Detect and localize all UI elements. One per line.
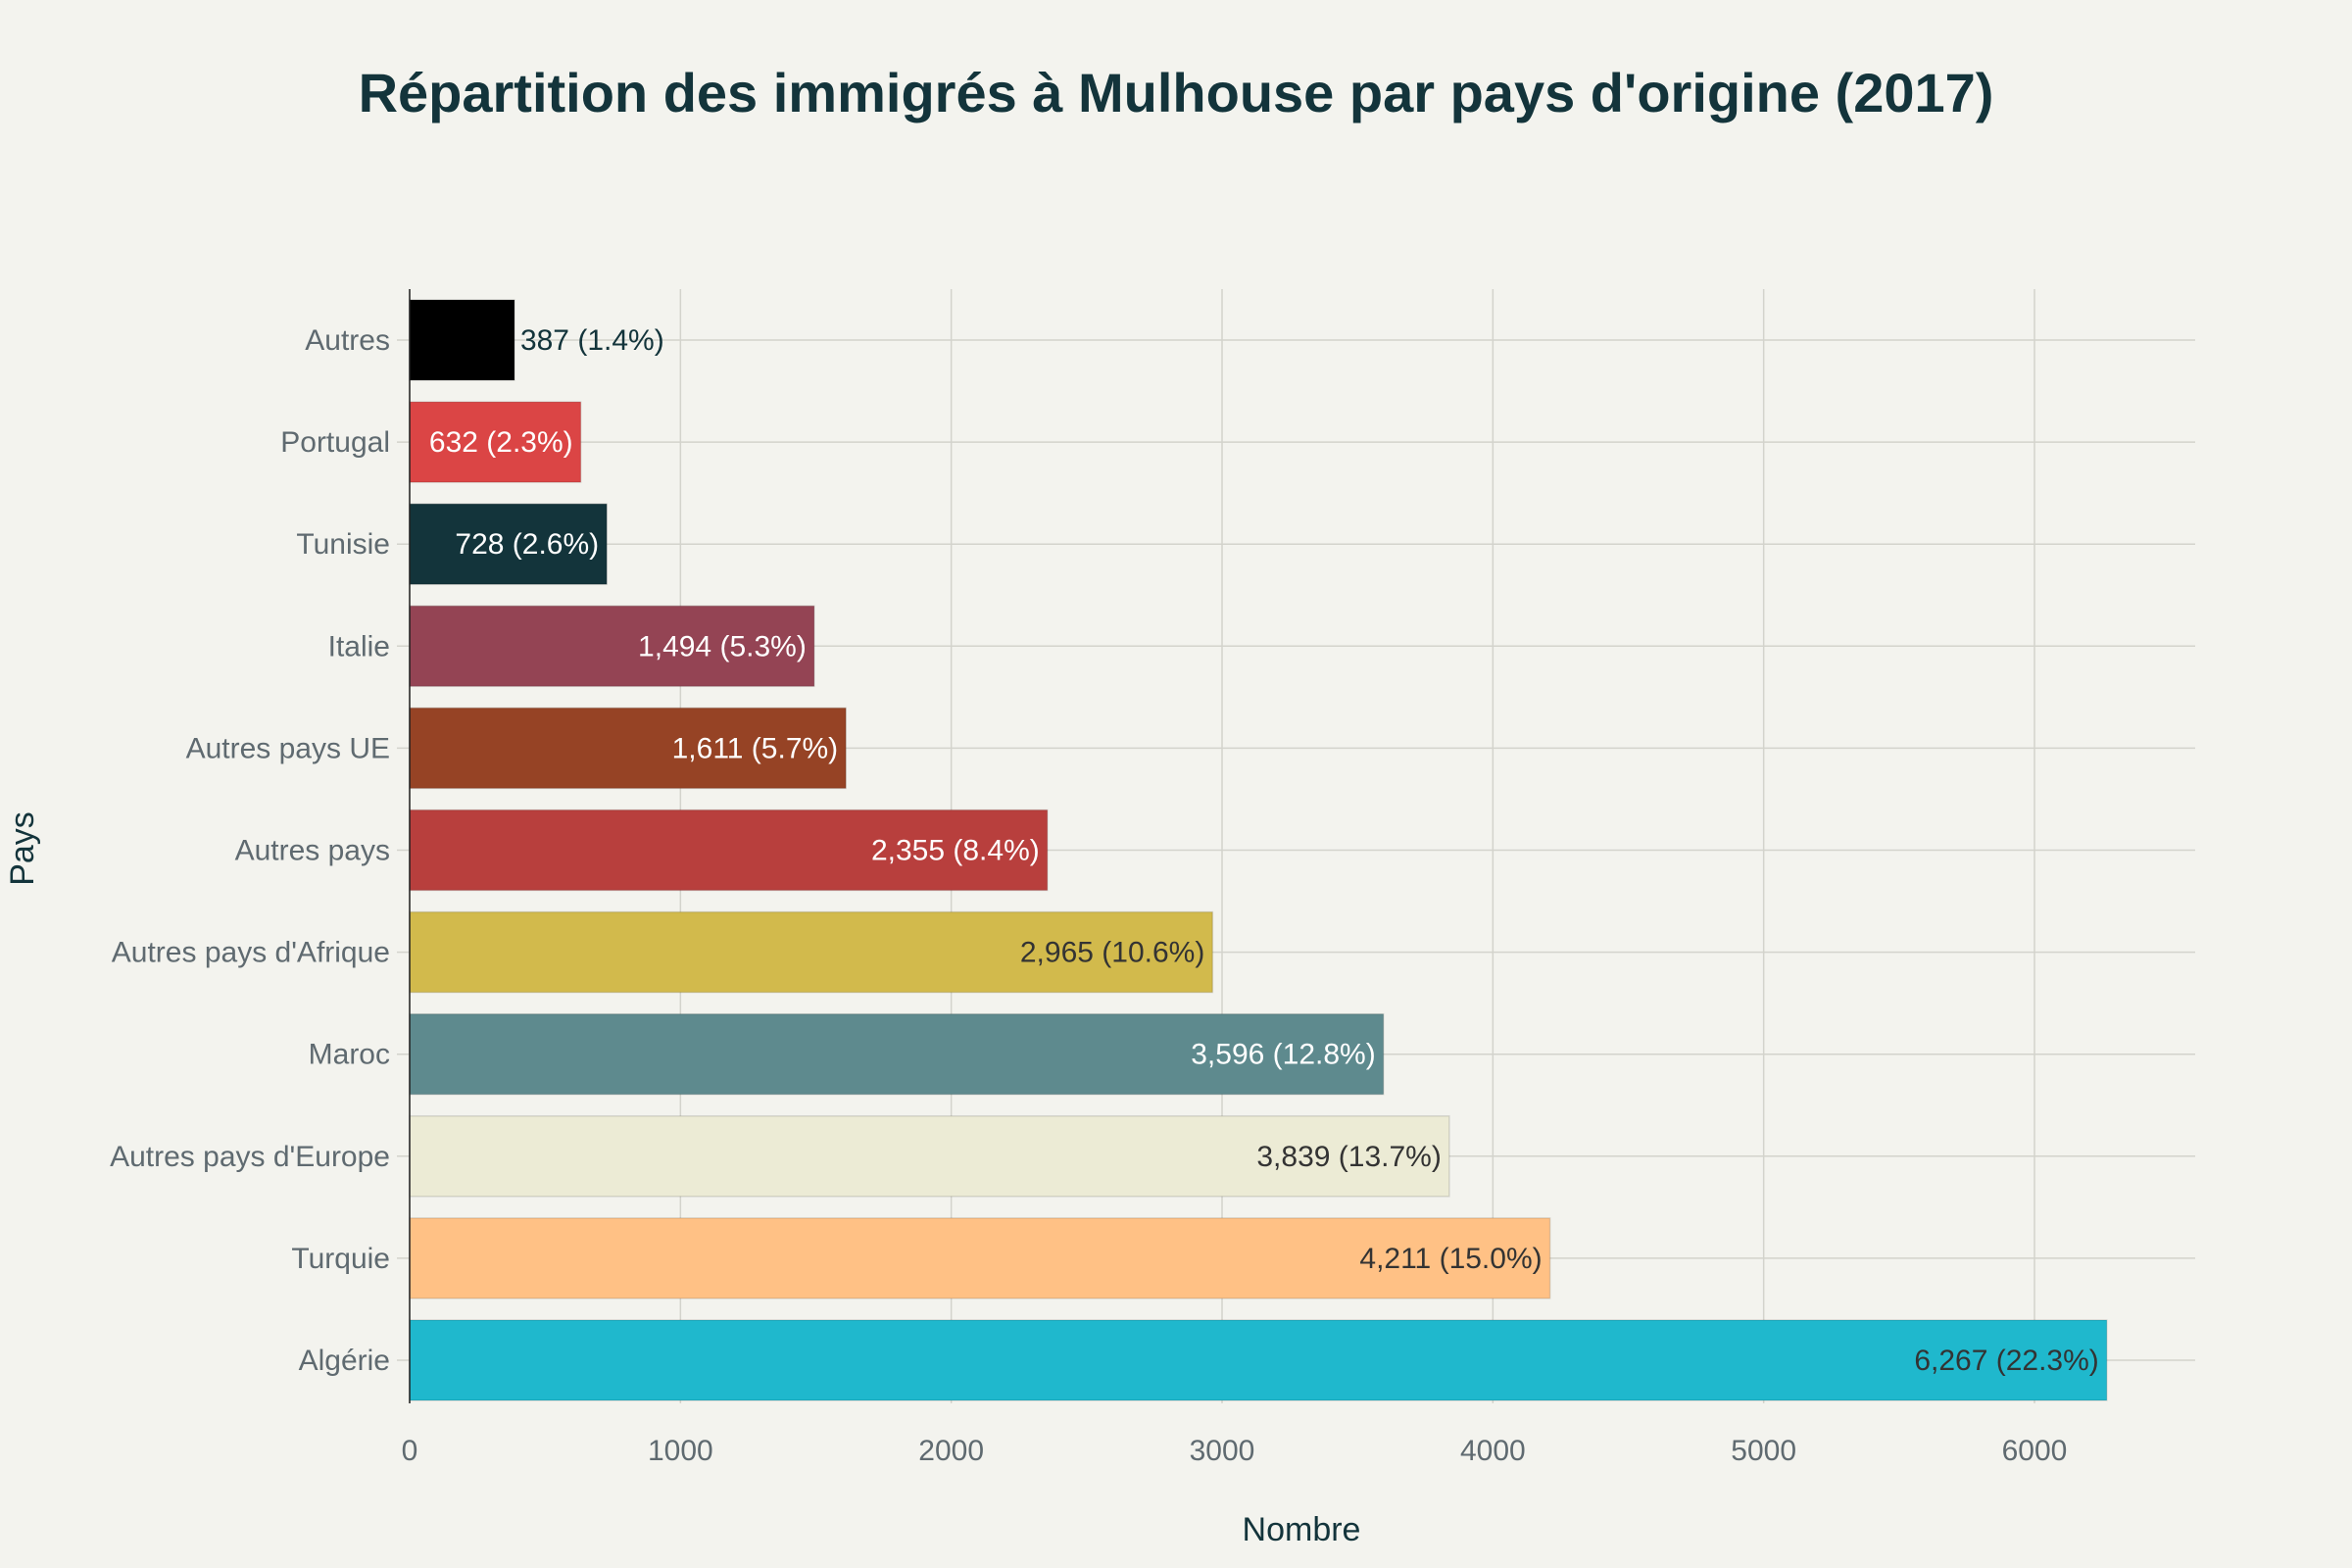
y-tick-labels: Autres Portugal Tunisie Italie Autres pays U… — [110, 324, 390, 1377]
bar — [409, 808, 1049, 892]
data-label: 4,211 (15.0%) — [1359, 1243, 1542, 1275]
x-tick-label: 3000 — [1190, 1435, 1255, 1467]
y-tick-label: Algérie — [299, 1345, 390, 1377]
y-tick-label: Portugal — [280, 426, 390, 459]
bars: 387 (1.4%) 632 (2.3%) 728 (2.6%) 1,494 (5.3… — [409, 299, 2108, 1401]
data-label: 2,965 (10.6%) — [1020, 937, 1204, 969]
data-label: 3,839 (13.7%) — [1256, 1141, 1441, 1173]
data-label: 1,611 (5.7%) — [672, 732, 839, 764]
data-label: 1,494 (5.3%) — [638, 630, 807, 662]
y-tick-label: Autres pays d'Europe — [110, 1141, 390, 1173]
bar — [409, 605, 815, 688]
x-tick-label: 4000 — [1460, 1435, 1526, 1467]
y-axis-title: Pays — [4, 811, 41, 886]
y-tick-label: Tunisie — [296, 528, 390, 561]
data-label: 728 (2.6%) — [455, 528, 599, 561]
data-label: 2,355 (8.4%) — [871, 835, 1040, 867]
y-tick-label: Autres pays — [235, 835, 390, 867]
y-tick-label: Turquie — [291, 1243, 390, 1275]
x-tick-label: 2000 — [918, 1435, 984, 1467]
bar — [409, 1012, 1385, 1096]
y-tick-label: Autres pays d'Afrique — [112, 937, 390, 969]
x-tick-label: 6000 — [2002, 1435, 2068, 1467]
x-tick-label: 1000 — [648, 1435, 713, 1467]
data-label: 3,596 (12.8%) — [1191, 1039, 1375, 1071]
bar — [409, 707, 847, 790]
y-tick-label: Maroc — [309, 1039, 390, 1071]
x-tick-labels: 0 1000 2000 3000 4000 5000 6000 — [402, 1435, 2068, 1467]
bar — [409, 299, 515, 381]
x-tick-label: 0 — [402, 1435, 418, 1467]
bar — [409, 1217, 1551, 1299]
bar — [409, 401, 582, 483]
data-label: 6,267 (22.3%) — [1914, 1345, 2098, 1377]
bar — [409, 1319, 2108, 1401]
y-tick-label: Autres pays UE — [186, 732, 390, 764]
y-tick-label: Italie — [328, 630, 390, 662]
x-tick-label: 5000 — [1731, 1435, 1796, 1467]
data-label: 632 (2.3%) — [429, 426, 573, 459]
y-tick-label: Autres — [305, 324, 390, 357]
chart-title: Répartition des immigrés à Mulhouse par … — [358, 62, 1994, 123]
data-label: 387 (1.4%) — [520, 324, 664, 357]
bar — [409, 1115, 1450, 1198]
x-axis-title: Nombre — [1243, 1511, 1361, 1548]
